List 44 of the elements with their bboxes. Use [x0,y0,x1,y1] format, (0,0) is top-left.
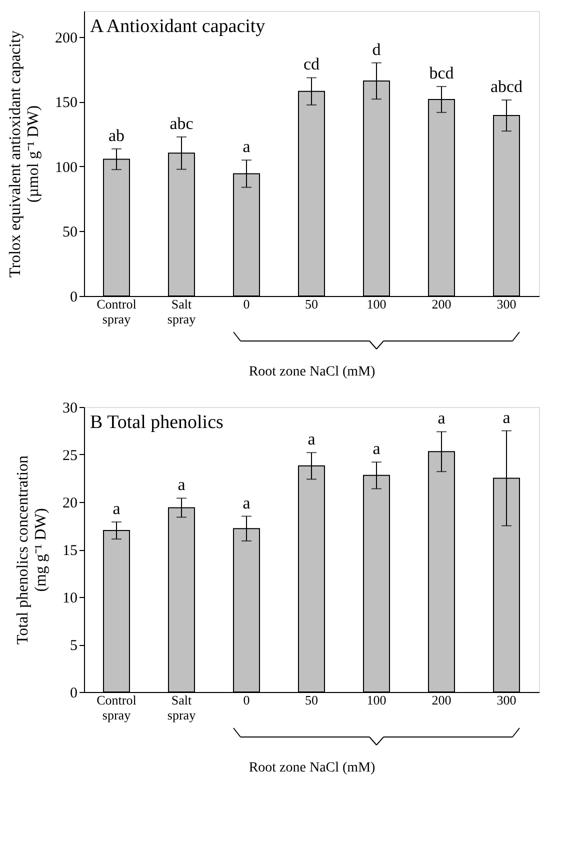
x-tick-label: 100 [366,692,386,708]
data-label: a [308,430,316,449]
data-label: a [178,475,186,494]
chart-title: A Antioxidant capacity [90,16,266,37]
data-label: a [242,493,251,512]
y-tick-label: 10 [62,590,78,606]
data-label: a [112,498,121,518]
y-axis-title: Trolox equivalent antioxidant capacity (µmol g⁻¹ DW) [7,30,42,278]
x-tick-label: 0 [243,692,250,708]
y-tick-label: 25 [62,448,78,464]
data-label: abcd [490,77,524,96]
y-tick-label: 200 [55,30,78,46]
y-tick-label: 100 [55,160,78,176]
x-tick-label: 300 [496,692,516,708]
x-tick-label: 200 [432,296,452,312]
data-label: a [438,408,446,428]
x-tick-label: Control spray [96,692,137,722]
y-tick-label: 50 [62,224,78,241]
x-tick-label: Salt spray [167,296,196,326]
data-label: d [372,40,382,59]
x-tick-label: Salt spray [167,692,196,722]
data-label: abc [170,114,194,133]
data-label: bcd [429,64,454,83]
x-axis-title: Root zone NaCl (mM) [248,760,376,776]
y-axis-title: Total phenolics concentration (mg g⁻¹ DW) [14,455,50,645]
y-tick-label: 20 [62,496,78,512]
chart-title: B Total phenolics [90,412,224,433]
x-tick-label: 100 [366,296,386,312]
x-tick-label: 200 [432,692,452,708]
data-label: a [502,408,511,427]
y-tick-label: 150 [55,95,78,112]
y-tick-label: 5 [70,638,78,654]
data-label: ab [108,126,125,145]
y-tick-label: 15 [62,543,78,559]
data-label: cd [303,54,320,74]
data-label: a [372,439,381,458]
x-tick-label: 50 [305,692,318,708]
x-tick-label: 300 [496,296,516,312]
x-tick-label: 0 [243,296,250,312]
x-axis-title: Root zone NaCl (mM) [248,364,376,380]
x-tick-label: 50 [305,296,318,312]
data-label: a [242,137,251,156]
x-tick-label: Control spray [96,296,137,326]
y-tick-label: 30 [62,400,78,416]
